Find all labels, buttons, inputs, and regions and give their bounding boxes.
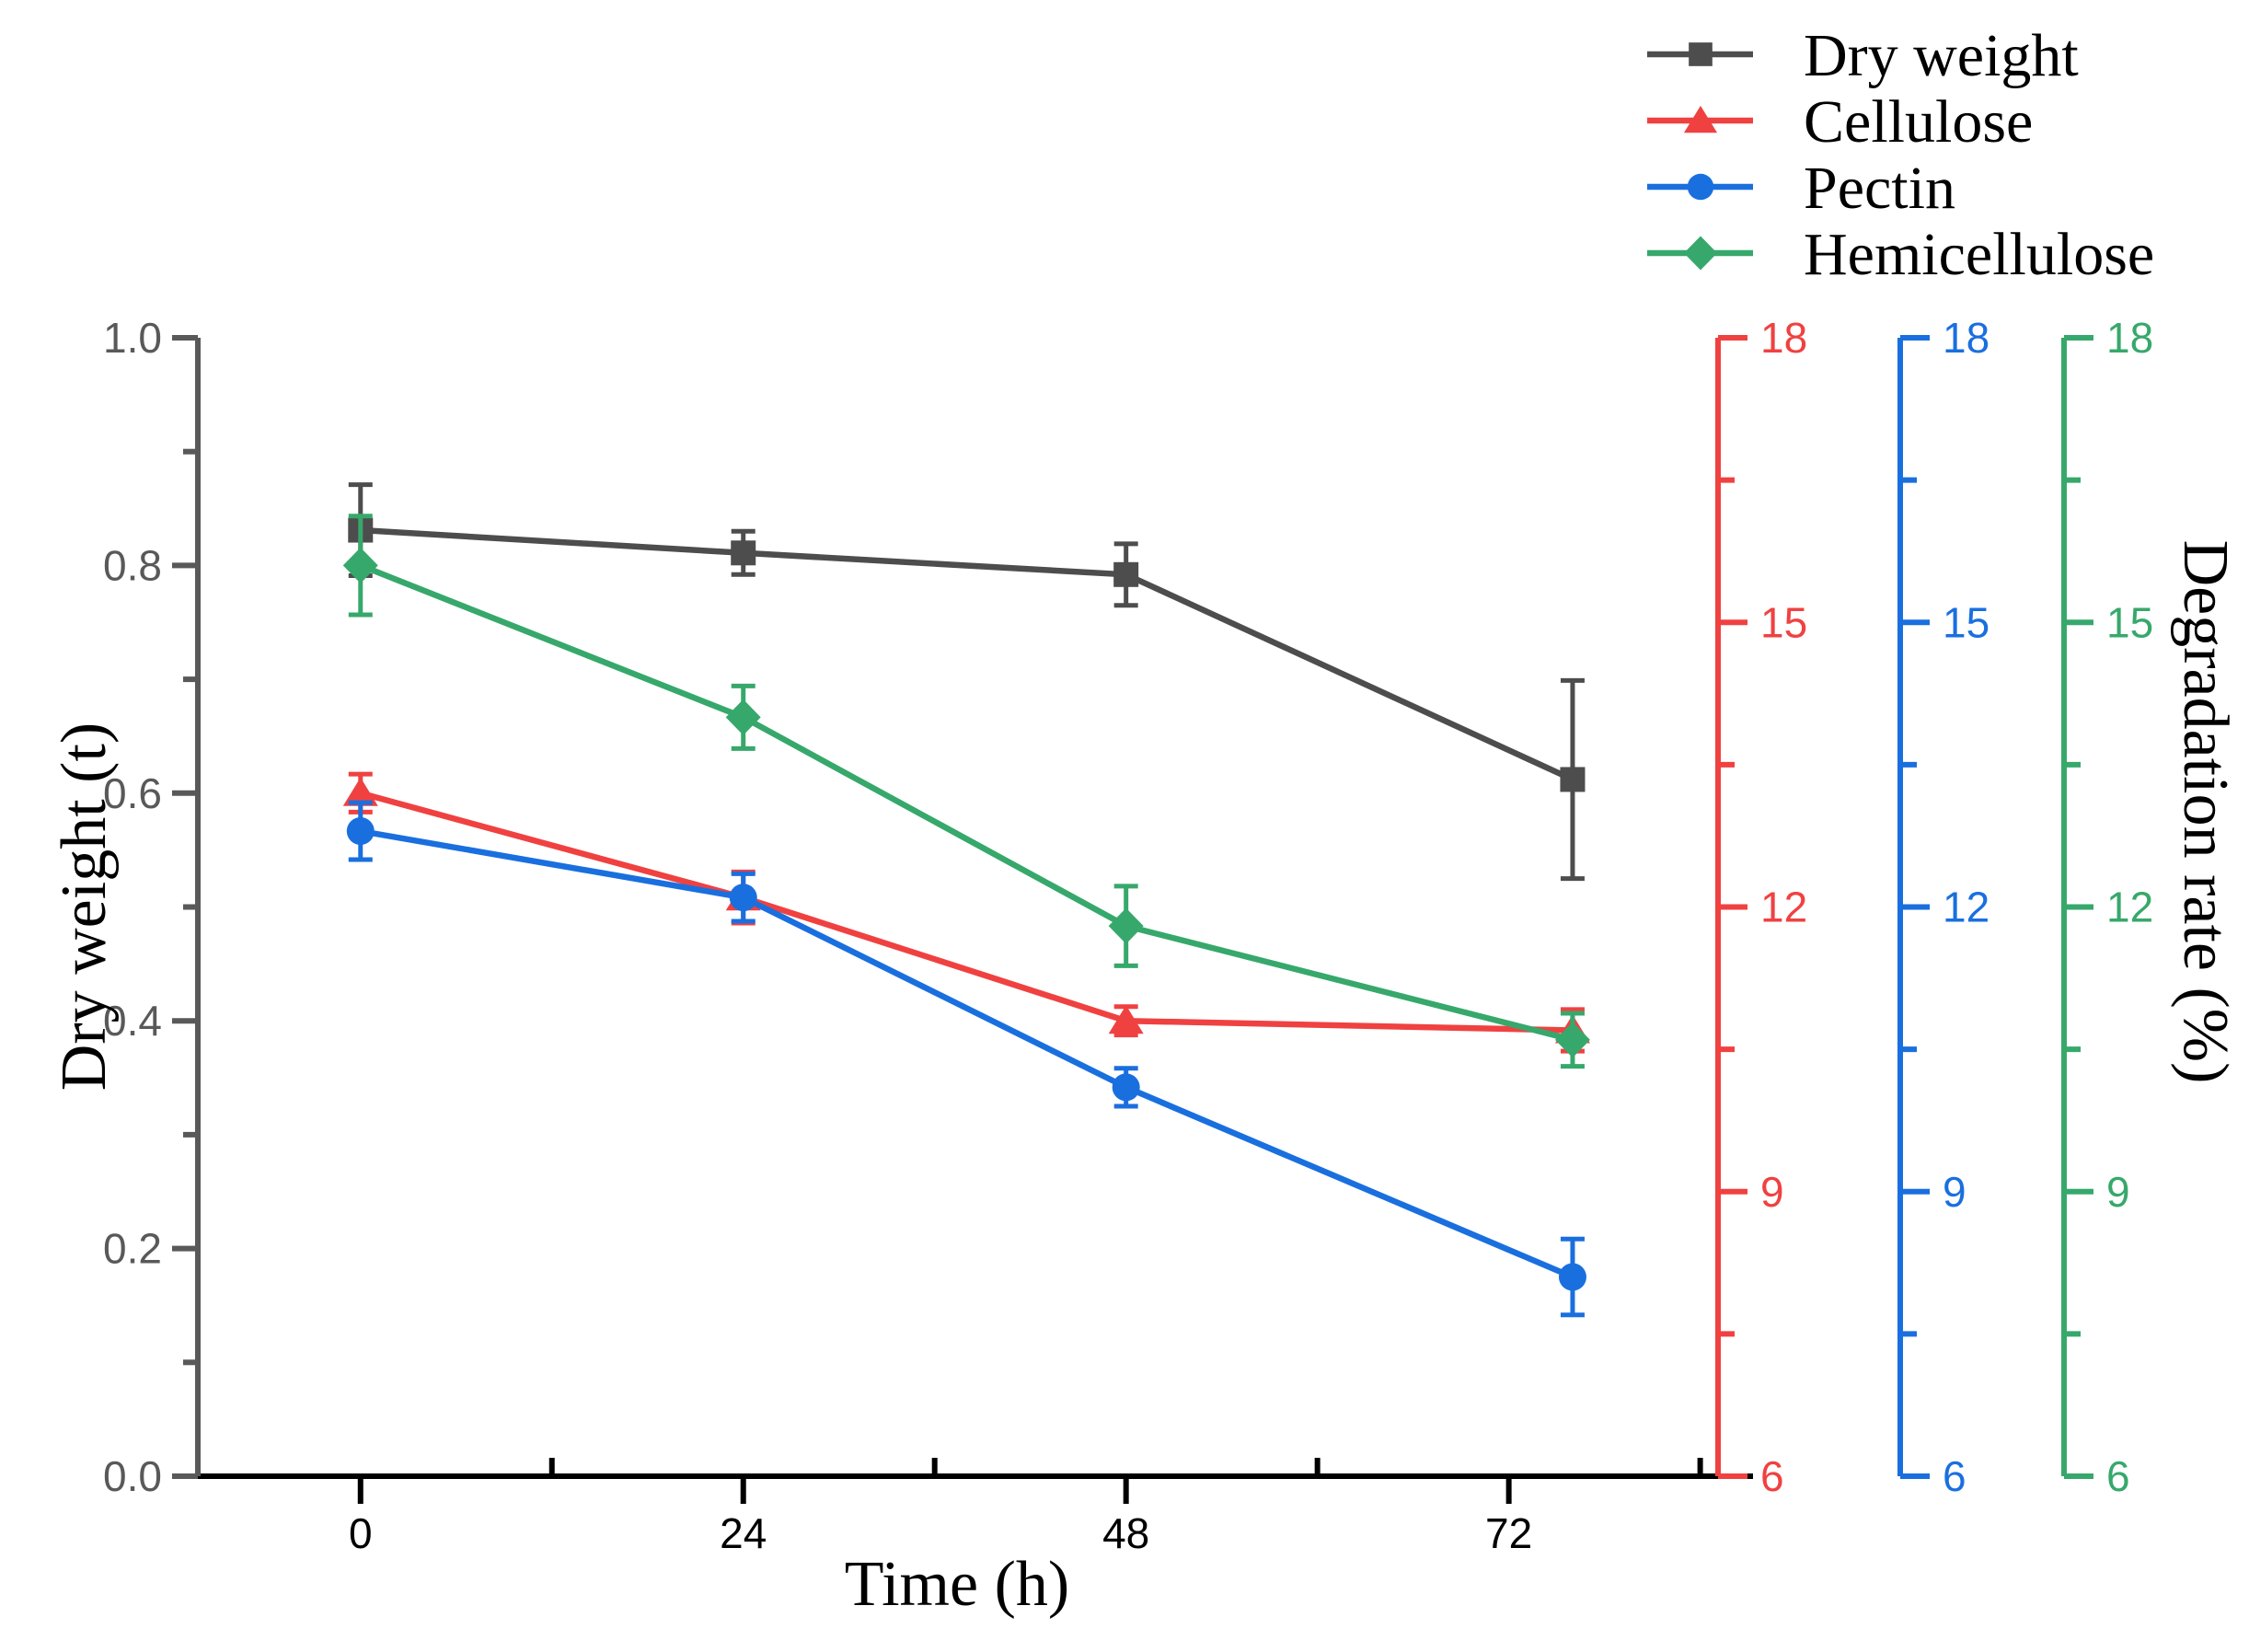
data-point-marker [342, 547, 378, 583]
right-tick-label: 9 [1943, 1168, 1966, 1216]
data-point-marker [729, 884, 757, 912]
legend-marker [1689, 42, 1713, 66]
x-tick-label: 72 [1485, 1509, 1532, 1557]
legend-label: Hemicellulose [1804, 221, 2154, 288]
left-tick-label: 0.8 [103, 541, 162, 589]
data-point-marker [1112, 1073, 1140, 1102]
right-tick-label: 12 [1760, 884, 1807, 931]
legend-marker [1683, 105, 1718, 133]
data-point-marker [346, 817, 375, 846]
legend-item-cellulose: Cellulose [1647, 88, 2033, 156]
series-line [360, 827, 1574, 1280]
legend-label: Cellulose [1804, 88, 2033, 156]
left-tick-label: 0.0 [103, 1452, 162, 1500]
x-axis-title: Time (h) [844, 1549, 1070, 1620]
right-tick-label: 6 [1760, 1452, 1784, 1500]
data-point-marker [725, 699, 761, 735]
series-layer [342, 482, 1590, 1318]
series-pectin [346, 800, 1586, 1318]
right-tick-label: 15 [2106, 598, 2153, 646]
left-tick-label: 0.2 [103, 1225, 162, 1273]
data-point-marker [1108, 907, 1144, 944]
x-tick-label: 0 [349, 1509, 373, 1557]
left-tick-label: 0.6 [103, 769, 162, 817]
x-tick-label: 48 [1102, 1509, 1149, 1557]
right-tick-label: 6 [2106, 1452, 2130, 1500]
right-tick-label: 18 [1943, 314, 1990, 362]
data-point-marker [731, 540, 756, 566]
series-hemicellulose [342, 514, 1590, 1069]
x-tick-label: 24 [720, 1509, 767, 1557]
legend-marker [1683, 236, 1718, 271]
right-tick-label: 15 [1760, 598, 1807, 646]
data-point-marker [1108, 1005, 1144, 1034]
legend-item-hemicellulose: Hemicellulose [1647, 221, 2154, 288]
legend-item-pectin: Pectin [1647, 155, 1955, 222]
series-line [360, 526, 1574, 782]
series-line [359, 790, 1574, 1034]
right-tick-label: 12 [2106, 884, 2153, 931]
legend-label: Pectin [1804, 155, 1955, 222]
legend-item-dry-weight: Dry weight [1647, 22, 2079, 89]
right-axis-title: Degradation rate (%) [2170, 539, 2241, 1084]
right-tick-label: 18 [1760, 314, 1807, 362]
series-dry-weight [348, 482, 1586, 882]
right-tick-label: 9 [2106, 1168, 2130, 1216]
right-tick-label: 18 [2106, 314, 2153, 362]
legend-label: Dry weight [1804, 22, 2079, 89]
right-tick-label: 15 [1943, 598, 1990, 646]
data-point-marker [342, 777, 378, 806]
data-point-marker [1558, 1263, 1586, 1291]
left-axis-title: Dry weight (t) [49, 722, 120, 1092]
legend-marker [1687, 173, 1714, 201]
left-tick-label: 0.4 [103, 997, 162, 1045]
data-point-marker [1560, 767, 1586, 792]
left-tick-label: 1.0 [103, 314, 162, 362]
right-tick-label: 6 [1943, 1452, 1966, 1500]
right-tick-label: 12 [1943, 884, 1990, 931]
data-point-marker [1554, 1022, 1590, 1058]
axes-layer: 0 24 48 72 0.0 0.2 0.4 0.6 0.8 1.0 6 9 12 15 18 6 9 12 15 1… [103, 314, 2153, 1557]
data-point-marker [1113, 561, 1139, 587]
right-tick-label: 9 [1760, 1168, 1784, 1216]
series-line [359, 562, 1574, 1043]
